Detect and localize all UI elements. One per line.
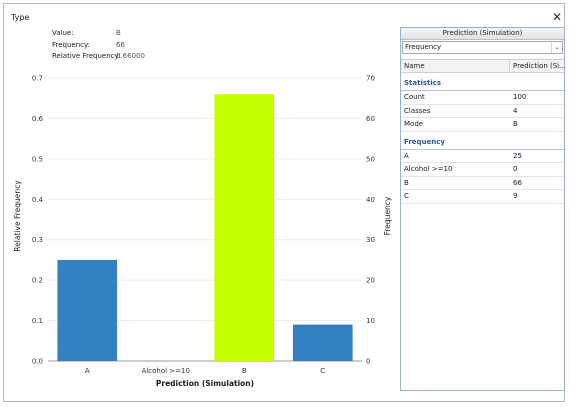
y2-tick-label: 60 (366, 115, 375, 123)
table-row[interactable]: Classes 4 (401, 105, 564, 118)
panel-title: Prediction (Simulation) (401, 28, 564, 40)
chart-ticks: 0.0 0 0.1 10 0.2 20 0.3 30 0.4 40 0.5 50 0.6 60 0.7 70 A… (32, 75, 375, 376)
y-tick-label: 0.6 (32, 115, 44, 123)
row-value: 100 (513, 93, 527, 101)
row-value: 4 (513, 106, 518, 115)
close-button[interactable]: ✕ (549, 9, 565, 25)
frequency-value: 66 (116, 40, 125, 49)
y-axis-title: Relative Frequency (13, 180, 22, 252)
frequency-section-header: Frequency (401, 136, 564, 150)
x-tick-label: Alcohol >=10 (142, 367, 190, 375)
relative-frequency-value: 0.66000 (116, 52, 145, 60)
y-tick-label: 0.1 (32, 317, 43, 325)
bar-b[interactable] (214, 94, 275, 362)
y2-tick-label: 50 (366, 155, 375, 163)
row-name: Alcohol >=10 (404, 165, 453, 173)
row-name: B (404, 178, 409, 187)
chevron-down-icon: ⌄ (551, 42, 562, 53)
frequency-label: Frequency: (52, 40, 91, 49)
y2-tick-label: 0 (366, 358, 370, 366)
bar-c[interactable] (292, 324, 353, 361)
row-value: 25 (513, 151, 522, 160)
table-row[interactable]: B 66 (401, 177, 564, 190)
table-row[interactable]: Count 100 (401, 91, 564, 105)
row-value: 9 (513, 192, 518, 200)
row-name: Count (404, 93, 425, 101)
x-axis-title: Prediction (Simulation) (156, 379, 254, 388)
x-tick-label: B (242, 367, 247, 375)
y2-tick-label: 20 (366, 277, 375, 285)
y2-tick-label: 40 (366, 196, 375, 204)
value-label: Value: (52, 29, 74, 37)
table-row[interactable]: C 9 (401, 190, 564, 204)
relative-frequency-label: Relative Frequency: (52, 52, 121, 60)
table-row[interactable]: A 25 (401, 150, 564, 163)
row-value: 0 (513, 165, 518, 173)
y-tick-label: 0.2 (32, 277, 43, 285)
prediction-column-header[interactable]: Prediction (Si... (513, 62, 566, 70)
y2-tick-label: 70 (366, 75, 375, 83)
y2-tick-label: 10 (366, 317, 375, 325)
chart-bars (57, 94, 353, 362)
statistics-section-header: Statistics (401, 77, 564, 91)
row-name: Mode (404, 120, 424, 128)
chart-grid (48, 77, 362, 362)
y-tick-label: 0.7 (32, 75, 43, 83)
table-row[interactable]: Alcohol >=10 0 (401, 163, 564, 177)
window-title: Type (11, 13, 30, 22)
y-tick-label: 0.5 (32, 155, 43, 163)
dropdown-value: Frequency (405, 43, 442, 51)
x-tick-label: A (85, 367, 90, 375)
row-name: A (404, 151, 409, 160)
y-tick-label: 0.4 (32, 196, 44, 204)
y2-axis-title: Frequency (383, 196, 392, 235)
statistics-panel: Prediction (Simulation) Frequency ⌄ Name… (400, 27, 566, 391)
y-tick-label: 0.3 (32, 236, 43, 244)
table-row[interactable]: Mode B (401, 118, 564, 132)
y2-tick-label: 30 (366, 236, 375, 244)
row-name: Classes (404, 106, 431, 115)
bar-chart: 0.0 0 0.1 10 0.2 20 0.3 30 0.4 40 0.5 50 0.6 60 0.7 70 A… (13, 75, 392, 389)
statistic-dropdown[interactable]: Frequency ⌄ (402, 41, 563, 54)
value-value: B (116, 29, 121, 37)
x-tick-label: C (320, 367, 325, 375)
table-header: Name Prediction (Si... (401, 59, 566, 73)
row-value: B (513, 120, 518, 128)
row-value: 66 (513, 178, 522, 187)
y-tick-label: 0.0 (32, 358, 43, 366)
close-icon: ✕ (551, 10, 563, 24)
column-divider[interactable] (509, 60, 510, 72)
name-column-header[interactable]: Name (404, 62, 425, 70)
row-name: C (404, 192, 409, 200)
bar-a[interactable] (57, 259, 118, 361)
